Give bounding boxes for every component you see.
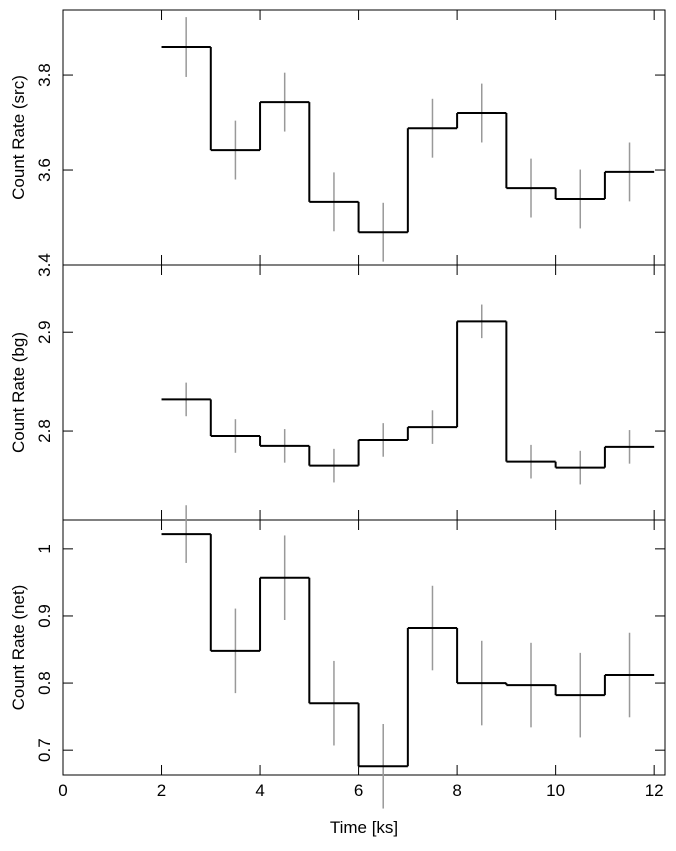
x-tick-label: 8 bbox=[452, 781, 461, 800]
y-tick-label: 0.8 bbox=[35, 671, 54, 695]
y-tick-label: 0.7 bbox=[35, 738, 54, 762]
y-tick-label: 3.4 bbox=[35, 253, 54, 277]
y-axis-label: Count Rate (src) bbox=[9, 75, 28, 200]
y-tick-label: 1 bbox=[35, 544, 54, 553]
y-tick-label: 2.8 bbox=[35, 419, 54, 443]
x-tick-label: 6 bbox=[354, 781, 363, 800]
x-axis-label: Time [ks] bbox=[330, 818, 398, 837]
x-tick-label: 4 bbox=[255, 781, 264, 800]
x-tick-label: 12 bbox=[645, 781, 664, 800]
x-tick-label: 2 bbox=[157, 781, 166, 800]
y-tick-label: 3.8 bbox=[35, 63, 54, 87]
plot-frame bbox=[62, 519, 666, 776]
plot-frame bbox=[62, 264, 666, 521]
plot-frame bbox=[62, 9, 666, 266]
x-tick-label: 0 bbox=[58, 781, 67, 800]
y-tick-label: 0.9 bbox=[35, 604, 54, 628]
y-axis-label: Count Rate (net) bbox=[9, 585, 28, 711]
y-axis-label: Count Rate (bg) bbox=[9, 332, 28, 453]
y-tick-label: 3.6 bbox=[35, 158, 54, 182]
x-tick-label: 10 bbox=[546, 781, 565, 800]
y-tick-label: 2.9 bbox=[35, 320, 54, 344]
